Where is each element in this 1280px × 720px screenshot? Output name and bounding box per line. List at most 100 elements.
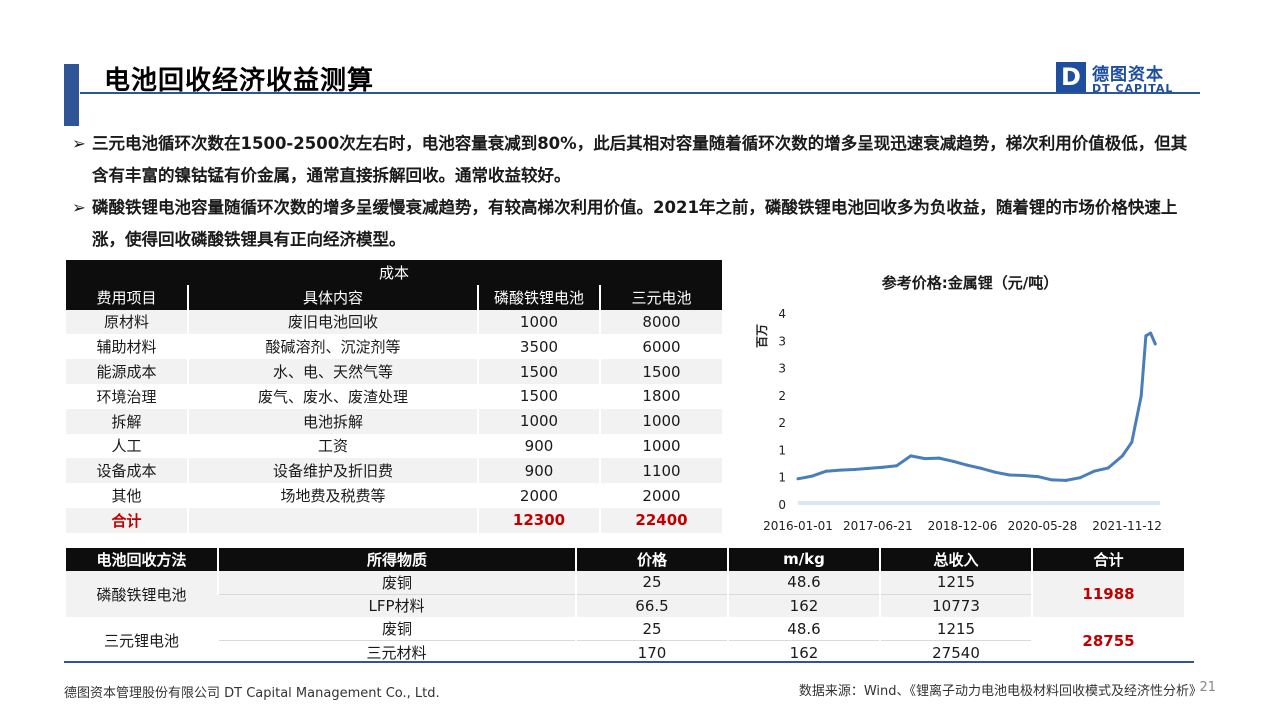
bullet-item: ➢ 磷酸铁锂电池容量随循环次数的增多呈缓慢衰减趋势，有较高梯次利用价值。2021…	[72, 192, 1192, 256]
cost-cell: 8000	[599, 309, 722, 335]
company-logo: D 德图资本 DT CAPITAL	[1056, 62, 1186, 96]
cost-cell: 1000	[599, 433, 722, 459]
data-point	[1144, 334, 1148, 338]
recycle-header: 电池回收方法	[66, 548, 218, 571]
cost-cell: 酸碱溶剂、沉淀剂等	[187, 334, 478, 360]
y-tick-label: 0	[778, 498, 786, 512]
data-point	[852, 468, 856, 472]
recycle-cell: 170	[575, 640, 728, 664]
cost-cell: 场地费及税费等	[187, 483, 478, 508]
footer-source: 数据来源：Wind、《锂离子动力电池电极材料回收模式及经济性分析》	[798, 684, 1202, 699]
title-divider	[80, 92, 1200, 94]
data-point	[937, 456, 941, 460]
recycle-cell: 25	[575, 617, 728, 642]
chart-baseline-band	[798, 501, 1160, 505]
cost-cell: 1000	[477, 309, 600, 335]
data-point	[951, 459, 955, 463]
page-number: 21	[1199, 680, 1216, 695]
data-point	[1008, 473, 1012, 477]
bullet-text: 三元电池循环次数在1500-2500次左右时，电池容量衰减到80%，此后其相对容…	[92, 134, 1188, 185]
data-point	[895, 464, 899, 468]
recycle-cell: 162	[727, 594, 880, 618]
cost-cell: 3500	[477, 334, 600, 360]
cost-table: 成本 费用项目 具体内容 磷酸铁锂电池 三元电池 原材料 废旧电池回收 1000 80…	[66, 260, 722, 533]
cost-cell: 辅助材料	[66, 334, 188, 360]
total-label: 合计	[66, 507, 188, 533]
x-tick-label: 2021-11-12	[1092, 519, 1162, 533]
data-point	[965, 463, 969, 467]
cost-cell: 900	[477, 458, 600, 484]
recycle-header: 价格	[575, 548, 728, 571]
recycle-header: 所得物质	[217, 548, 576, 571]
recycle-cell: 10773	[879, 594, 1032, 618]
y-tick-label: 4	[778, 307, 786, 321]
table-row: LFP材料 66.5 162 10773	[66, 594, 1184, 618]
cost-cell: 2000	[599, 483, 722, 508]
recycle-table: 电池回收方法 所得物质 价格 m/kg 总收入 合计 磷酸铁锂电池 废铜 25 …	[66, 548, 1184, 664]
recycle-cell: 27540	[879, 640, 1032, 664]
cost-cell: 900	[477, 433, 600, 459]
recycle-cell: 1215	[879, 617, 1032, 642]
cost-cell: 拆解	[66, 408, 188, 434]
cost-cell: 1000	[599, 408, 722, 434]
total-empty	[187, 507, 478, 533]
x-tick-label: 2016-01-01	[763, 519, 833, 533]
title-accent-bar	[64, 64, 79, 126]
recycle-cell: 1215	[879, 570, 1032, 595]
recycle-cell: LFP材料	[218, 594, 576, 618]
data-point	[993, 470, 997, 474]
cost-cell: 环境治理	[66, 383, 188, 409]
data-point	[881, 465, 885, 469]
data-point	[810, 474, 814, 478]
data-point	[1139, 394, 1143, 398]
data-point	[923, 457, 927, 461]
bullet-arrow-icon: ➢	[72, 198, 86, 217]
logo-mark: D	[1056, 62, 1086, 92]
cost-cell: 工资	[187, 433, 478, 459]
data-point	[1078, 476, 1082, 480]
data-point	[1064, 478, 1068, 482]
table-row: 原材料 废旧电池回收 1000 8000	[66, 309, 722, 335]
total-ternary: 22400	[599, 507, 722, 533]
cost-cell: 设备维护及折旧费	[187, 458, 478, 484]
data-point	[1036, 475, 1040, 479]
y-tick-label: 2	[778, 416, 786, 430]
cost-cell: 废气、废水、废渣处理	[187, 383, 478, 409]
table-row: 设备成本 设备维护及折旧费 900 1100	[66, 458, 722, 484]
data-point	[1130, 440, 1134, 444]
cost-cell: 1000	[477, 408, 600, 434]
data-point	[1022, 474, 1026, 478]
series-line	[797, 331, 1157, 482]
cost-cell: 其他	[66, 483, 188, 508]
total-lfp: 12300	[477, 507, 600, 533]
table-row: 能源成本 水、电、天然气等 1500 1500	[66, 359, 722, 384]
table-row: 拆解 电池拆解 1000 1000	[66, 408, 722, 434]
recycle-cell: 48.6	[727, 617, 880, 642]
cost-cell: 能源成本	[66, 359, 188, 384]
bottom-divider	[64, 661, 1194, 663]
bullet-item: ➢ 三元电池循环次数在1500-2500次左右时，电池容量衰减到80%，此后其相…	[72, 128, 1192, 192]
logo-english-name: DT CAPITAL	[1092, 82, 1174, 95]
recycle-cell: 162	[727, 640, 880, 664]
cost-cell: 2000	[477, 483, 600, 508]
cost-cell: 1500	[599, 359, 722, 384]
data-point	[1106, 466, 1110, 470]
y-tick-label: 3	[778, 334, 786, 348]
data-point	[796, 477, 800, 481]
chart-title: 参考价格:金属锂（元/吨）	[881, 274, 1059, 292]
cost-cell: 1100	[599, 458, 722, 484]
y-tick-label: 1	[778, 443, 786, 457]
data-point	[1149, 331, 1153, 335]
data-point	[1120, 454, 1124, 458]
recycle-method: 磷酸铁锂电池	[66, 570, 218, 618]
bullet-text: 磷酸铁锂电池容量随循环次数的增多呈缓慢衰减趋势，有较高梯次利用价值。2021年之…	[92, 198, 1178, 249]
y-tick-label: 3	[778, 362, 786, 376]
lithium-price-chart: 0 1 1 2 2 3 3 4 百万 2016-01-01 2017-06-21 2018-12-06…	[755, 307, 1162, 533]
total-row: 合计 12300 22400	[66, 507, 722, 533]
data-point	[1092, 469, 1096, 473]
table-row: 环境治理 废气、废水、废渣处理 1500 1800	[66, 383, 722, 409]
table-row: 磷酸铁锂电池 废铜 25 48.6 1215 11988	[66, 570, 1184, 618]
data-point	[909, 454, 913, 458]
cost-header: 三元电池	[599, 284, 722, 310]
cost-table-caption: 成本	[66, 260, 722, 285]
